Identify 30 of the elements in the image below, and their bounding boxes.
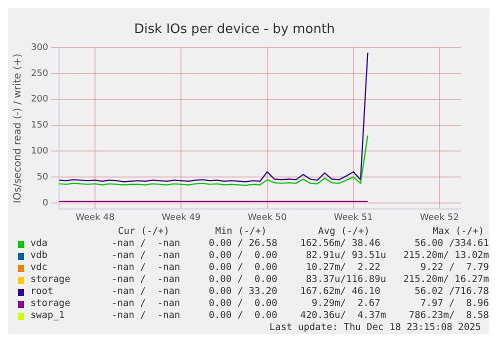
y-tick-label: 0 [42,198,48,208]
y-tick-label: 150 [30,120,48,131]
y-tick-label: 100 [30,146,48,157]
text: -nan / -nan 0.00 / 0.00 420.36u/ 4.37m 786.23m/ 8.58 [112,310,489,322]
x-tick-label: Week 49 [162,212,201,223]
y-tick-label: 50 [36,172,48,182]
text: -nan / -nan 0.00 / 0.00 9.29m/ 2.67 7.97 / 8.96 [112,298,489,310]
text: -nan / -nan 0.00 / 26.58 162.56m/ 38.46 56.00 /334.61 [112,238,489,250]
y-tick-label: 250 [30,68,48,79]
y-axis-title: IOs/second read (-) / write (+) [12,54,24,204]
text: -nan / -nan 0.00 / 33.20 167.62m/ 46.10 56.02 /716.78 [112,286,489,298]
text: -nan / -nan 0.00 / 0.00 10.27m/ 2.22 9.22 / 7.79 [112,262,489,274]
text: -nan / -nan 0.00 / 0.00 83.37u/116.89u 215.20m/ 16.27m [112,274,489,286]
x-tick-label: Week 48 [76,212,115,223]
x-tick-label: Week 50 [248,212,288,223]
legend-label: storage [30,274,72,286]
chart-title: Disk IOs per device - by month [134,22,335,38]
y-tick-label: 300 [30,42,48,53]
legend-label: storage [30,298,72,310]
text: Last update: Thu Dec 18 23:15:08 2025 [268,322,482,334]
legend-label: vdb [30,250,48,262]
legend-label: vda [30,238,48,250]
text: Cur (-/+) Min (-/+) Avg (-/+) Max (-/+) [117,226,486,238]
y-tick-label: 200 [30,94,48,105]
legend-label: swap_1 [30,310,66,322]
x-tick-label: Week 52 [420,212,459,223]
x-tick-label: Week 51 [334,212,373,223]
legend-label: root [30,286,54,298]
text: -nan / -nan 0.00 / 0.00 82.91u/ 93.51u 215.20m/ 13.02m [112,250,489,262]
legend-label: vdc [30,262,48,274]
